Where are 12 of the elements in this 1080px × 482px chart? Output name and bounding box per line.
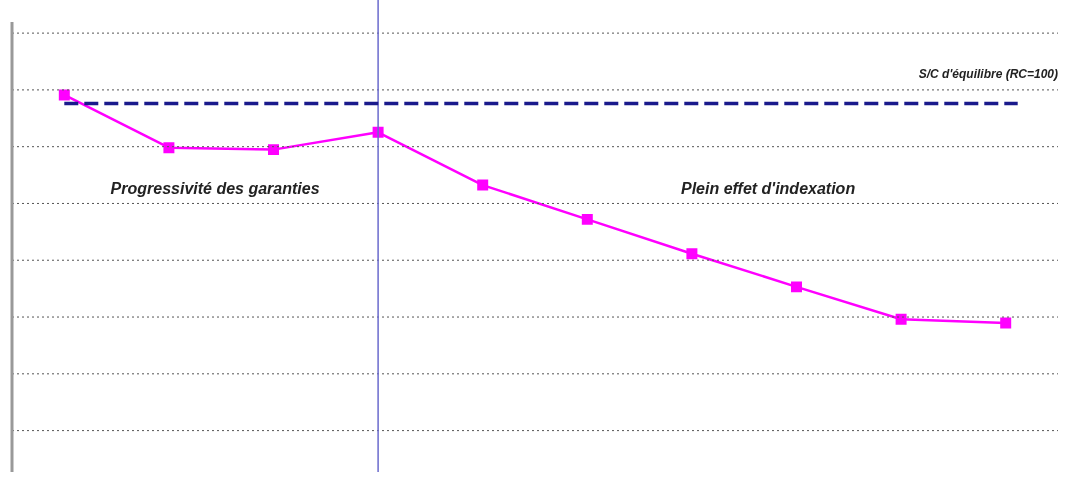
point bbox=[477, 179, 489, 191]
point bbox=[581, 213, 593, 225]
point bbox=[895, 313, 907, 325]
point bbox=[686, 248, 698, 260]
annotation: Plein effet d'indexation bbox=[680, 180, 856, 198]
point bbox=[163, 142, 175, 154]
point bbox=[1000, 317, 1012, 329]
point bbox=[268, 144, 279, 156]
text: S/C d'équilibre (RC=100) bbox=[918, 66, 1058, 81]
point bbox=[58, 89, 70, 101]
annotation: Progressivité des garanties bbox=[110, 180, 320, 198]
point bbox=[791, 281, 802, 293]
